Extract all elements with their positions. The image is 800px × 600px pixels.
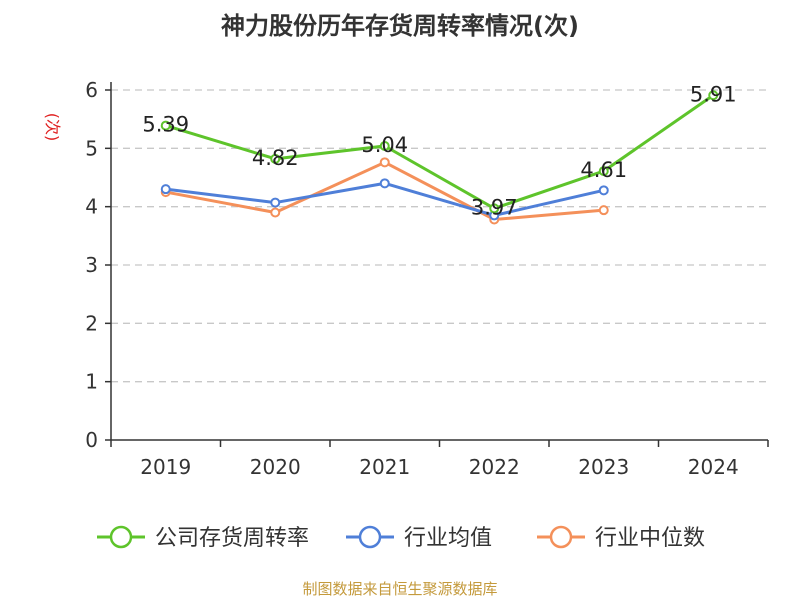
y-tick-label-3: 3 xyxy=(85,253,98,277)
point-s0-2022 xyxy=(489,203,500,214)
legend-marker-2 xyxy=(549,525,573,549)
legend-marker-0 xyxy=(109,525,133,549)
data-labels: 5.39 4.82 5.04 3.97 4.61 5.91 xyxy=(142,82,736,219)
point-s0-2021 xyxy=(379,141,390,151)
point-s2-2023 xyxy=(598,205,609,216)
series-line-2 xyxy=(165,160,604,221)
data-label-2022: 3.97 xyxy=(471,195,518,219)
legend-label-1: 行业均值 xyxy=(404,526,492,551)
legend-label-2: 行业中位数 xyxy=(595,526,705,551)
point-s2-2021 xyxy=(379,157,390,168)
point-s1-2021 xyxy=(379,178,390,189)
axes: 0 1 2 3 4 5 6 (次) 2019 2020 2021 2022 2023 2024 xyxy=(43,78,769,479)
y-tick-label-1: 1 xyxy=(85,370,98,394)
point-s0-2023 xyxy=(598,166,609,177)
grid-lines xyxy=(111,89,768,383)
y-tick-label-2: 2 xyxy=(85,311,98,335)
x-tick-label-2019: 2019 xyxy=(140,455,191,479)
legend-label-0: 公司存货周转率 xyxy=(155,526,309,551)
point-s0-2020 xyxy=(270,153,281,164)
series-line-0 xyxy=(165,94,715,210)
x-tick-label-2020: 2020 xyxy=(250,455,301,479)
data-label-2020: 4.82 xyxy=(252,146,299,170)
data-label-2019: 5.39 xyxy=(142,113,189,137)
chart-title: 神力股份历年存货周转率情况(次) xyxy=(221,12,579,40)
x-tick-label-2022: 2022 xyxy=(469,455,520,479)
series-group xyxy=(160,90,719,225)
point-s1-2019 xyxy=(160,184,171,195)
data-source: 制图数据来自恒生聚源数据库 xyxy=(302,580,498,598)
legend-marker-1 xyxy=(358,525,382,549)
point-s0-2024 xyxy=(708,90,719,101)
point-s1-2020 xyxy=(270,197,281,208)
point-s1-2023 xyxy=(598,185,609,196)
y-axis-label: (次) xyxy=(43,113,62,142)
x-tick-label-2023: 2023 xyxy=(578,455,629,479)
legend: 公司存货周转率 行业均值 行业中位数 xyxy=(97,525,705,551)
y-tick-label-4: 4 xyxy=(85,195,98,219)
y-tick-label-0: 0 xyxy=(85,428,98,452)
data-label-2024: 5.91 xyxy=(690,82,737,106)
data-label-2023: 4.61 xyxy=(580,158,627,182)
data-label-2021: 5.04 xyxy=(361,133,408,157)
x-tick-label-2021: 2021 xyxy=(359,455,410,479)
y-tick-label-6: 6 xyxy=(85,78,98,102)
y-tick-label-5: 5 xyxy=(85,136,98,160)
x-tick-label-2024: 2024 xyxy=(688,455,739,479)
point-s2-2020 xyxy=(270,207,281,218)
point-s0-2019 xyxy=(160,120,171,131)
